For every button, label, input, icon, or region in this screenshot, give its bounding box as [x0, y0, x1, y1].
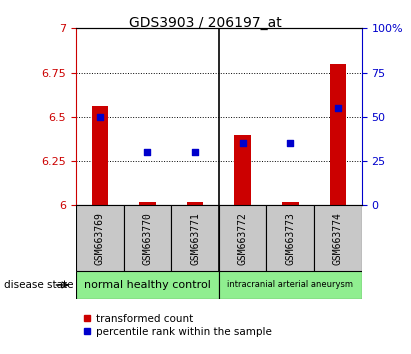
Text: GSM663773: GSM663773 [285, 212, 295, 264]
Text: GSM663771: GSM663771 [190, 212, 200, 264]
Point [335, 105, 341, 111]
Text: intracranial arterial aneurysm: intracranial arterial aneurysm [227, 280, 353, 290]
Text: GSM663770: GSM663770 [143, 212, 152, 264]
Point [287, 141, 293, 146]
Bar [124, 205, 171, 271]
Bar [234, 135, 251, 205]
Bar [76, 205, 124, 271]
Legend: transformed count, percentile rank within the sample: transformed count, percentile rank withi… [79, 310, 276, 341]
Bar [266, 205, 314, 271]
Bar [219, 205, 266, 271]
Point [192, 149, 199, 155]
Point [239, 141, 246, 146]
Text: GDS3903 / 206197_at: GDS3903 / 206197_at [129, 16, 282, 30]
Text: normal healthy control: normal healthy control [84, 280, 211, 290]
Text: disease state: disease state [4, 280, 74, 290]
Point [97, 114, 103, 120]
Bar [330, 64, 346, 205]
Bar [187, 202, 203, 205]
Bar [314, 205, 362, 271]
Bar [76, 271, 219, 299]
Bar [219, 271, 362, 299]
Text: GSM663774: GSM663774 [333, 212, 343, 264]
Bar [92, 106, 108, 205]
Bar [171, 205, 219, 271]
Text: GSM663769: GSM663769 [95, 212, 105, 264]
Text: GSM663772: GSM663772 [238, 212, 248, 264]
Point [144, 149, 151, 155]
Bar [282, 202, 299, 205]
Bar [139, 202, 156, 205]
